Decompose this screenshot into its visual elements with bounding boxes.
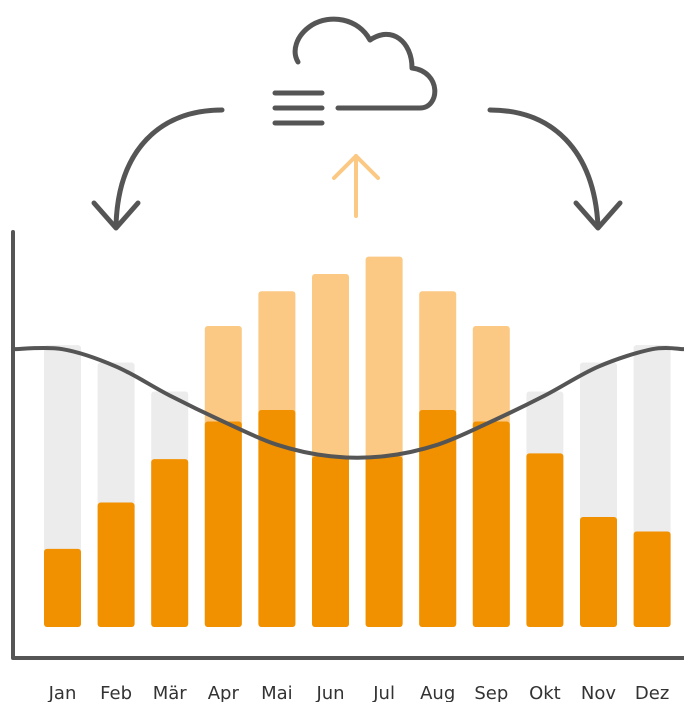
x-tick-label: Dez: [635, 683, 669, 702]
x-tick-label: Sep: [474, 683, 508, 702]
bar: [526, 453, 564, 627]
x-tick-label: Feb: [100, 683, 132, 702]
bar: [580, 517, 617, 627]
curve-line: [11, 345, 684, 460]
x-tick-labels: Jan Feb Mär Apr Mai Jun Jul Aug Sep Okt Nov Dez: [48, 683, 670, 702]
overflow-bars: [204, 256, 510, 627]
bar: [258, 409, 296, 627]
bar: [472, 421, 510, 627]
curved-arrow-left-icon: [91, 107, 225, 231]
x-tick-label: Mai: [261, 683, 293, 702]
x-tick-label: Aug: [420, 683, 455, 702]
bar: [204, 421, 242, 627]
x-tick-label: Mär: [153, 683, 188, 702]
x-tick-label: Jan: [48, 683, 77, 702]
x-tick-label: Nov: [581, 683, 616, 702]
bar: [633, 531, 671, 627]
x-tick-label: Jun: [315, 683, 344, 702]
arrow-up-icon: [332, 154, 380, 218]
bar: [312, 456, 349, 627]
curved-arrow-right-icon: [487, 107, 623, 231]
bar: [151, 459, 189, 627]
bar: [419, 409, 457, 627]
track-bars: [44, 345, 671, 627]
bar: [97, 502, 135, 627]
value-bars: [44, 409, 671, 627]
bar: [44, 548, 81, 627]
x-tick-label: Okt: [529, 683, 561, 702]
bar: [365, 456, 403, 627]
cloud-icon: [272, 16, 438, 126]
x-tick-label: Apr: [208, 683, 240, 702]
x-tick-label: Jul: [372, 683, 395, 702]
